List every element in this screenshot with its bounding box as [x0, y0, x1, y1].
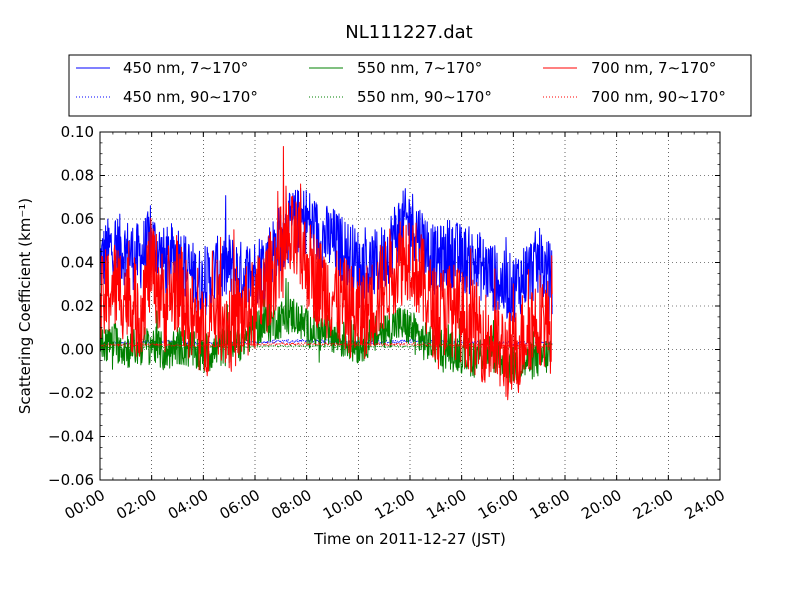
legend-label-2: 550 nm, 7∼170° — [357, 59, 482, 77]
y-axis-label: Scattering Coefficient (km⁻¹) — [16, 198, 34, 414]
x-tick-label: 14:00 — [423, 486, 469, 523]
legend-label-1: 450 nm, 90∼170° — [123, 88, 258, 106]
y-tick-label: −0.04 — [48, 428, 94, 446]
series-line-0 — [100, 187, 553, 323]
x-tick-label: 10:00 — [320, 486, 366, 523]
y-tick-label: −0.06 — [48, 471, 94, 489]
x-tick-label: 00:00 — [62, 486, 108, 523]
y-tick-label: 0.06 — [61, 210, 94, 228]
legend-label-3: 550 nm, 90∼170° — [357, 88, 492, 106]
series-line-1 — [100, 338, 553, 346]
x-tick-label: 12:00 — [372, 486, 418, 523]
y-tick-label: 0.04 — [61, 254, 94, 272]
x-tick-label: 20:00 — [578, 486, 624, 523]
y-tick-label: 0.02 — [61, 297, 94, 315]
legend-box — [68, 54, 752, 117]
series-layer — [100, 146, 553, 401]
x-tick-label: 04:00 — [165, 486, 211, 523]
grid — [100, 132, 720, 480]
x-tick-label: 22:00 — [630, 486, 676, 523]
legend: 450 nm, 7∼170° 550 nm, 7∼170° 700 nm, 7∼17… — [68, 54, 752, 117]
y-tick-label: 0.10 — [61, 123, 94, 141]
legend-label-5: 700 nm, 90∼170° — [591, 88, 726, 106]
y-tick-label: −0.02 — [48, 384, 94, 402]
x-tick-label: 24:00 — [682, 486, 728, 523]
x-tick-label: 06:00 — [217, 486, 263, 523]
x-tick-label: 18:00 — [527, 486, 573, 523]
series-line-4 — [100, 146, 553, 401]
y-tick-label: 0.00 — [61, 341, 94, 359]
legend-label-0: 450 nm, 7∼170° — [123, 59, 248, 77]
x-tick-label: 02:00 — [113, 486, 159, 523]
legend-label-4: 700 nm, 7∼170° — [591, 59, 716, 77]
x-tick-label: 16:00 — [475, 486, 521, 523]
plot-area: 00:00 02:00 04:00 06:00 08:00 10:00 12:00 14:00… — [48, 123, 728, 523]
chart-title: NL111227.dat — [345, 22, 472, 43]
y-tick-label: 0.08 — [61, 167, 94, 185]
series-line-5 — [100, 341, 553, 348]
x-axis-label: Time on 2011-12-27 (JST) — [313, 530, 506, 548]
x-tick-label: 08:00 — [268, 486, 314, 523]
